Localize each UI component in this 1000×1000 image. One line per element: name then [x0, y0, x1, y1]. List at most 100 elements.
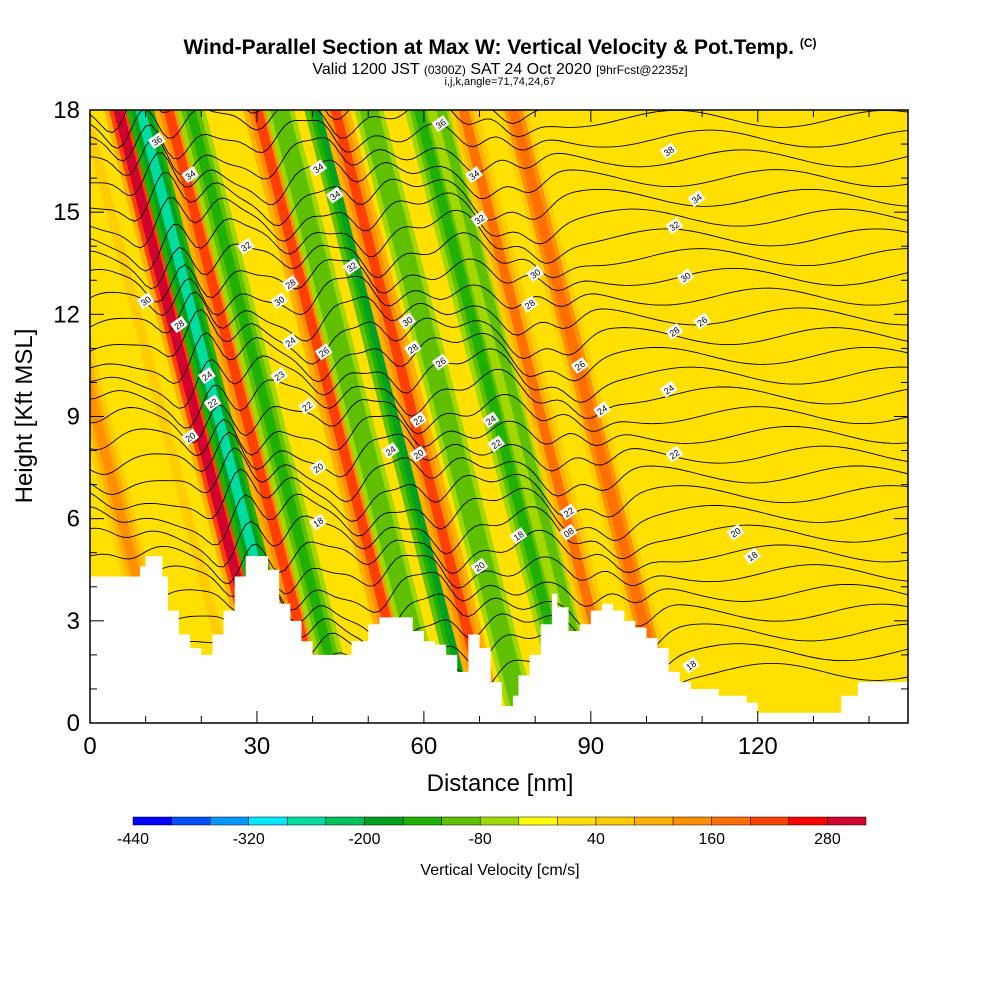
contour-label-text: 20 [311, 461, 325, 475]
y-tick-label: 15 [53, 199, 80, 226]
contour-label: 24 [659, 380, 678, 398]
chart-title: Wind-Parallel Section at Max W: Vertical… [0, 36, 1000, 60]
contour-label-text: 26 [317, 345, 331, 359]
w-band-2-2 [113, 110, 279, 723]
colorbar-label: Vertical Velocity [cm/s] [420, 862, 580, 879]
contour-label-box [593, 401, 611, 419]
contour-label: 08 [559, 523, 578, 541]
contour-label: 26 [431, 353, 450, 371]
contour-label: 20 [409, 445, 428, 463]
contour-label-box [203, 394, 222, 412]
contour-label-text: 24 [384, 444, 398, 458]
contour-label: 34 [465, 166, 483, 184]
colorbar-swatch [287, 816, 327, 826]
contour-label-box [181, 166, 200, 184]
contour-label-text: 20 [473, 560, 487, 574]
terrain-mask [90, 556, 908, 723]
contour-label-box [559, 503, 578, 521]
contour-label-text: 32 [239, 240, 253, 254]
theta-contour-16 [90, 332, 908, 384]
theta-contour-26 [90, 137, 908, 180]
contour-label: 24 [281, 333, 300, 351]
contour-label-text: 38 [662, 144, 676, 158]
theta-contour-22 [90, 209, 908, 272]
contour-label: 28 [170, 316, 188, 334]
contour-label: 24 [593, 401, 611, 419]
contour-label-text: 28 [406, 342, 420, 356]
contour-label: 28 [403, 339, 422, 357]
colorbar-tick-label: 160 [698, 831, 725, 848]
contour-label-box [687, 190, 706, 208]
contour-label-box [559, 523, 578, 541]
title-mark: (C) [799, 36, 817, 50]
contour-label: 22 [559, 503, 578, 521]
contour-label-box [509, 527, 528, 545]
w-band-6-2 [252, 110, 418, 723]
w-band-1-1 [90, 110, 250, 723]
contour-label-box [431, 115, 450, 133]
x-tick-label: 60 [411, 733, 438, 760]
colorbar-swatch [132, 816, 172, 826]
contour-label: 24 [481, 411, 500, 429]
contour-label-box [682, 656, 700, 674]
subtitle-utc: (0300Z) [423, 63, 466, 77]
y-tick-label: 3 [67, 608, 80, 635]
colorbar: -440 -320 -200 -80 40 160 280 [117, 816, 867, 848]
contour-label-box [309, 459, 328, 477]
contour-label-box [693, 312, 711, 330]
contour-label-box [526, 264, 545, 282]
theta-contour-10 [90, 447, 908, 503]
subtitle-valid: Valid 1200 JST [312, 61, 420, 78]
contour-label: 36 [431, 115, 450, 133]
contour-label: 38 [659, 142, 678, 160]
w-band-7-2 [274, 110, 441, 723]
colorbar-swatch [209, 816, 249, 826]
contour-label-box [665, 322, 684, 340]
contour-label-box [381, 442, 400, 460]
contour-label: 24 [197, 367, 216, 385]
contour-label-text: 30 [401, 315, 415, 329]
colorbar-tick-label: 280 [814, 831, 841, 848]
contour-label-box [665, 217, 684, 235]
colorbar-swatch [364, 816, 404, 826]
contour-label-text: 23 [273, 369, 287, 383]
contour-label: 32 [665, 217, 684, 235]
theta-contour-21 [90, 232, 908, 290]
contour-label-text: 22 [300, 400, 314, 414]
subtitle-date: SAT 24 Oct 2020 [470, 61, 592, 78]
contour-label-box [726, 523, 745, 541]
theta-contour-5 [90, 554, 908, 597]
contour-label-text: 34 [311, 161, 325, 175]
theta-contour-14 [90, 368, 908, 429]
contour-label-text: 32 [668, 219, 682, 233]
contour-label-box [465, 166, 483, 184]
contour-label: 30 [398, 312, 417, 330]
x-tick-label: 90 [577, 733, 604, 760]
colorbar-swatch [518, 816, 558, 826]
contour-label: 34 [687, 190, 706, 208]
contour-label-text: 20 [412, 447, 426, 461]
contour-label-text: 28 [172, 318, 186, 332]
contour-label-text: 28 [523, 298, 537, 312]
w-band-14-2 [508, 110, 674, 723]
contour-label-box [470, 210, 489, 228]
contour-label-text: 28 [668, 325, 682, 339]
contour-label-text: 22 [490, 437, 504, 451]
contour-label-text: 34 [690, 192, 704, 206]
contour-label-text: 30 [273, 294, 287, 308]
contour-label: 32 [342, 258, 361, 276]
subtitle-fcst: [9hrFcst@2235z] [596, 63, 688, 77]
contour-label: 22 [298, 397, 316, 415]
theta-contour-20 [90, 258, 908, 303]
contour-label-text: 26 [434, 355, 448, 369]
contour-label-text: 18 [512, 529, 526, 543]
contour-label: 30 [270, 292, 289, 310]
contour-label-text: 36 [434, 117, 448, 131]
contour-label-box [409, 445, 428, 463]
contour-label-text: 18 [684, 659, 698, 673]
contour-label-box [309, 513, 328, 531]
colorbar-swatch [248, 816, 288, 826]
contour-label-text: 34 [183, 168, 197, 182]
colorbar-swatch [788, 816, 828, 826]
